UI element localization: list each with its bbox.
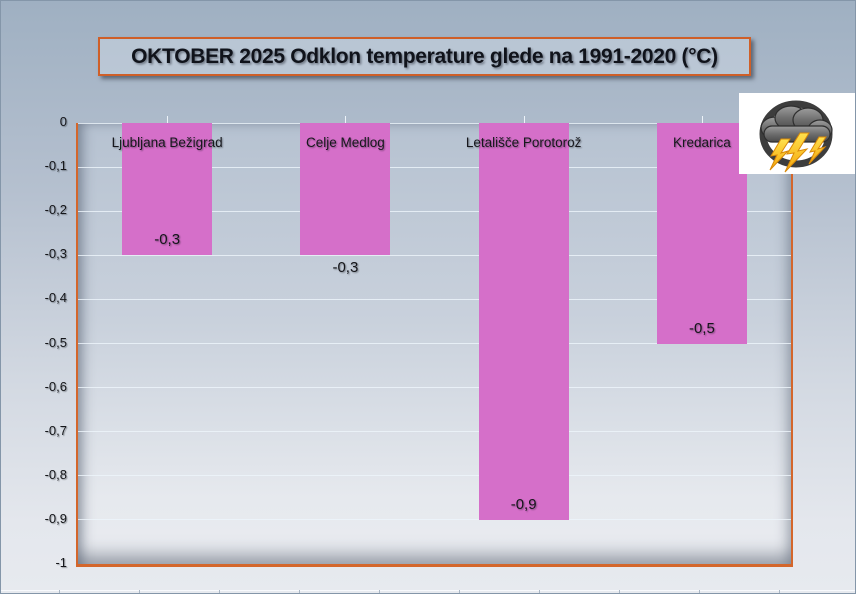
- bar-value-label: -0,5: [688, 319, 715, 337]
- bar-value-label: -0,3: [332, 259, 359, 277]
- gridline: [78, 431, 791, 433]
- bottom-axis-tick: [219, 590, 220, 593]
- y-axis-tick-label: -0,1: [44, 158, 67, 174]
- bar-category-label: Celje Medlog: [305, 135, 385, 150]
- bar: [122, 123, 213, 256]
- y-axis-tick-label: -0,7: [44, 422, 67, 438]
- gridline: [78, 210, 791, 212]
- bar-value-label: -0,3: [154, 231, 181, 249]
- storm-icon: [739, 93, 855, 174]
- bar-value-label: -0,9: [510, 495, 537, 513]
- gridline: [78, 343, 791, 344]
- gridline: [78, 387, 791, 389]
- y-axis-tick-label: -0,5: [44, 334, 67, 350]
- y-axis-tick-label: -0,2: [44, 202, 67, 218]
- bar: [656, 123, 747, 344]
- bar: [478, 123, 569, 520]
- y-axis-tick-label: -1: [55, 555, 67, 570]
- gridline: [78, 298, 791, 300]
- gridline: [78, 166, 791, 168]
- bottom-axis-tick: [379, 590, 380, 593]
- gridline: [78, 254, 791, 256]
- category-tick: [523, 116, 525, 123]
- category-tick: [701, 116, 703, 123]
- bottom-axis-tick: [59, 590, 60, 593]
- y-axis-tick-label: -0,3: [44, 246, 67, 262]
- bottom-axis-tick: [459, 590, 460, 593]
- bottom-axis-tick: [619, 590, 620, 593]
- bar-category-label: Ljubljana Bežigrad: [111, 135, 223, 150]
- bottom-axis-tick: [539, 590, 540, 593]
- bottom-axis-tick: [299, 590, 300, 593]
- y-axis-tick-label: 0: [59, 114, 67, 129]
- y-axis-tick-label: -0,9: [44, 510, 67, 526]
- y-axis-tick-label: -0,8: [44, 466, 67, 482]
- chart-title: OKTOBER 2025 Odklon temperature glede na…: [131, 44, 718, 68]
- bar: [300, 123, 391, 256]
- plot-area: 0 -0,1 -0,2 -0,3 -0,4 -0,5 -0,6 -0,7 -0,8 -0,9 -1 L…: [45, 114, 793, 570]
- y-axis-tick-label: -0,4: [44, 290, 67, 306]
- thunderstorm-icon-graphic: [759, 100, 833, 173]
- bottom-axis-line: [1, 590, 855, 591]
- chart-title-box: OKTOBER 2025 Odklon temperature glede na…: [98, 37, 751, 76]
- gridline: [78, 475, 791, 477]
- gridline: [78, 122, 791, 124]
- bar-category-label: Kredarica: [672, 135, 731, 150]
- bottom-axis-tick: [699, 590, 700, 593]
- y-axis-tick-label: -0,6: [44, 378, 67, 394]
- gridline: [78, 519, 791, 521]
- bottom-axis-tick: [779, 590, 780, 593]
- bottom-axis-tick: [139, 590, 140, 593]
- category-tick: [345, 116, 347, 123]
- category-tick: [167, 116, 169, 123]
- bar-category-label: Letališče Porotorož: [465, 135, 582, 150]
